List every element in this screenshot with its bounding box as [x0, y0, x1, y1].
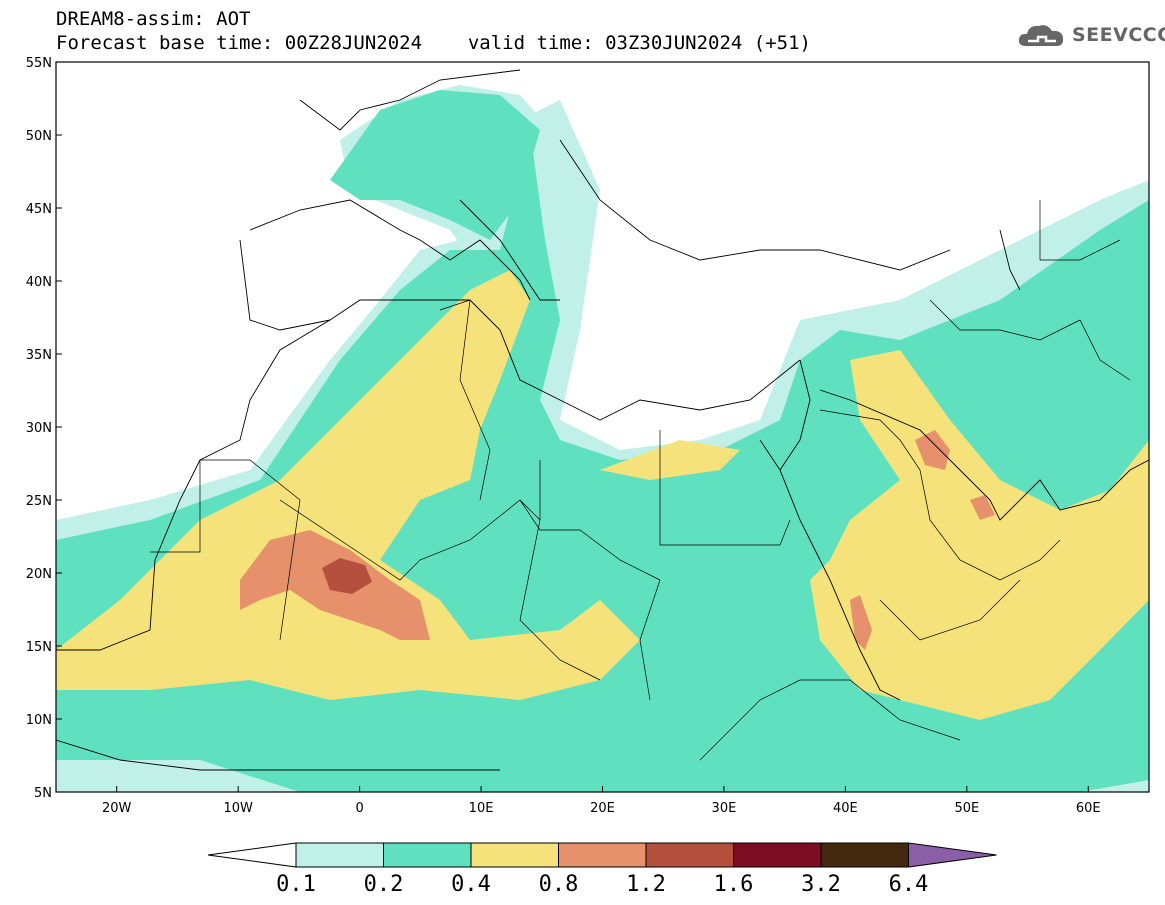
lat-tick-label: 10N [26, 713, 52, 728]
colorbar-arrow-low [207, 842, 297, 868]
lon-tick-label: 40E [833, 801, 858, 816]
aot-band-0.4-egypt [600, 440, 740, 480]
colorbar-box [645, 842, 734, 868]
aot-band-0.4-arabia [810, 350, 1149, 720]
colorbar-label: 0.8 [539, 872, 579, 897]
borders [150, 200, 1131, 761]
colorbar-label: 3.2 [801, 872, 841, 897]
lat-tick-label: 50N [26, 129, 52, 144]
lon-tick-label: 0 [355, 801, 363, 816]
seevccc-logo: SEEVCCC [1016, 20, 1165, 50]
aot-shading [56, 62, 1149, 792]
colorbar-label: 6.4 [889, 872, 929, 897]
lat-tick-label: 45N [26, 202, 52, 217]
colorbar-label: 1.6 [714, 872, 754, 897]
lon-tick-label: 20W [102, 801, 132, 816]
lat-tick-label: 5N [34, 786, 52, 801]
cloud-icon [1018, 25, 1064, 46]
aot-band-0.8-gulf [915, 430, 950, 470]
logo-text: SEEVCCC [1072, 24, 1165, 46]
colorbar-arrow-high [908, 842, 997, 868]
colorbar-label: 0.1 [276, 872, 316, 897]
map-title: DREAM8-assim: AOT [56, 8, 251, 30]
lon-tick-label: 30E [712, 801, 737, 816]
colorbar-box [383, 842, 472, 868]
forecast-times: Forecast base time: 00Z28JUN2024 valid t… [56, 33, 811, 54]
aot-band-0.4 [56, 270, 640, 700]
colorbar-box [820, 842, 909, 868]
lat-tick-label: 25N [26, 494, 52, 509]
lat-tick-label: 30N [26, 421, 52, 436]
aot-band-0.8-gulf2 [970, 495, 995, 520]
colorbar-box [558, 842, 647, 868]
colorbar-label: 1.2 [626, 872, 666, 897]
lat-tick-label: 40N [26, 275, 52, 290]
lat-tick-label: 20N [26, 567, 52, 582]
lon-tick-label: 10W [223, 801, 253, 816]
lat-tick-label: 55N [26, 56, 52, 71]
base-time: Forecast base time: 00Z28JUN2024 [56, 32, 423, 54]
aot-band-0.8-yemen [850, 595, 872, 650]
lon-tick-label: 20E [590, 801, 615, 816]
colorbar-box [295, 842, 384, 868]
colorbar-label: 0.4 [451, 872, 491, 897]
lon-tick-label: 60E [1076, 801, 1101, 816]
lat-tick-label: 35N [26, 348, 52, 363]
aot-band-0.2-north [330, 90, 540, 240]
lat-tick-label: 15N [26, 640, 52, 655]
aot-band-1.2 [322, 558, 372, 594]
lon-tick-label: 10E [469, 801, 494, 816]
colorbar-label: 0.2 [364, 872, 404, 897]
colorbar-box [470, 842, 559, 868]
coastlines [56, 69, 1149, 771]
axis-ticks: 55N 50N 45N 40N 35N 30N 25N 20N 15N 10N 5N 20W 10W 0 1… [26, 56, 1101, 816]
lon-tick-label: 50E [954, 801, 979, 816]
colorbar-box [733, 842, 822, 868]
valid-time: valid time: 03Z30JUN2024 (+51) [467, 32, 811, 54]
